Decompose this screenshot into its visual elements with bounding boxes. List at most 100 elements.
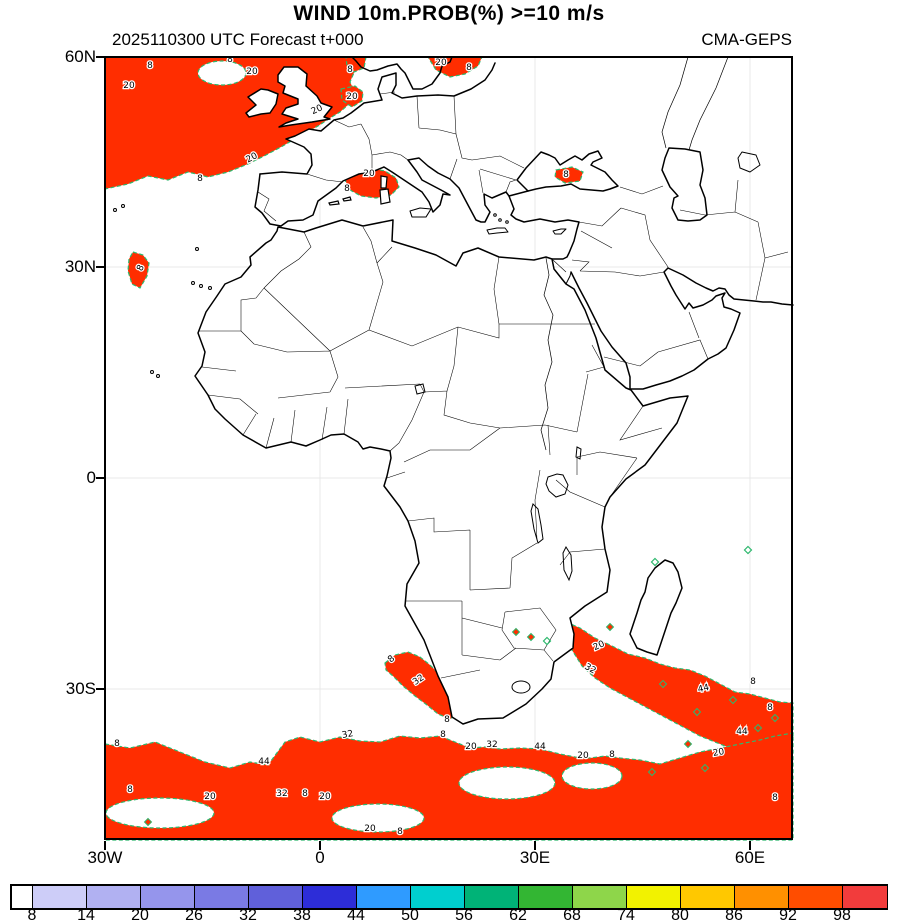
lesotho-border <box>511 680 531 694</box>
contour-label: 8 <box>767 703 773 713</box>
contour-value-labels: 8 20 8 20 20 8 20 8 20 20 8 8 20 8 8 8 32 8 20 32 44 8 8 44 20 8 8… <box>113 56 780 838</box>
colorbar-tick-label: 80 <box>671 907 689 921</box>
colorbar-tick-label: 98 <box>833 907 851 921</box>
europe-mediterranean-coastline <box>254 157 529 227</box>
red-region-morocco-offshore <box>127 251 150 289</box>
contour-label: 8 <box>397 827 403 837</box>
lat-label-60n: 60N <box>64 47 96 66</box>
colorbar-tick-label: 14 <box>77 907 95 921</box>
lon-label-60e: 60E <box>734 848 766 867</box>
aral-sea <box>737 151 761 173</box>
contour-speck <box>526 632 536 642</box>
contour-label: 20 <box>123 81 135 91</box>
lon-label-30w: 30W <box>87 848 123 867</box>
colorbar-cell <box>734 886 789 908</box>
contour-label: 20 <box>363 169 375 179</box>
contour-label: 8 <box>147 61 153 71</box>
axis-tick <box>319 841 321 850</box>
contour-label: 44 <box>258 757 270 767</box>
colorbar-cell <box>842 886 887 908</box>
map-frame <box>104 56 793 840</box>
crete <box>486 227 509 235</box>
contour-label: 44 <box>736 727 748 737</box>
colorbar-cell <box>464 886 519 908</box>
colorbar-cell <box>86 886 141 908</box>
colorbar-cell <box>32 886 87 908</box>
balearic-islands <box>328 196 352 206</box>
probability-hole <box>458 766 556 800</box>
lake-victoria <box>545 473 569 498</box>
colorbar-tick-label: 44 <box>347 907 365 921</box>
colorbar-cell <box>572 886 627 908</box>
europe-borders <box>257 91 525 222</box>
contour-label: 20 <box>435 58 447 68</box>
colorbar-tick-label: 86 <box>725 907 743 921</box>
red-region-denmark <box>340 85 364 108</box>
contour-speck <box>542 636 552 646</box>
contour-label: 8 <box>444 715 450 725</box>
axis-tick <box>96 56 105 58</box>
contour-label: 8 <box>347 65 353 75</box>
ural-river <box>688 56 729 151</box>
land-masks <box>195 57 688 724</box>
colorbar-tick-label: 32 <box>239 907 257 921</box>
lon-label-0: 0 <box>315 848 325 867</box>
contour-label: 20 <box>577 751 589 761</box>
great-britain-coastline <box>277 66 333 128</box>
africa-coastline <box>194 219 689 725</box>
contour-label: 32 <box>341 729 354 741</box>
rivers <box>540 56 729 451</box>
europe-landmass <box>255 70 492 226</box>
sicily <box>409 207 432 218</box>
axis-tick <box>749 841 751 850</box>
contour-label: 8 <box>302 789 308 799</box>
contour-label: 8 <box>772 793 778 803</box>
colorbar-cell <box>140 886 195 908</box>
lakes <box>414 383 582 582</box>
contour-label: 8 <box>440 730 446 740</box>
probability-hole <box>561 762 623 790</box>
contour-speck <box>605 622 615 632</box>
colorbar-cell <box>356 886 411 908</box>
contour-label: 20 <box>364 824 376 834</box>
ireland-landmass <box>246 89 278 117</box>
axis-tick <box>96 688 105 690</box>
colorbar-cell <box>248 886 303 908</box>
colorbar-tick-label: 50 <box>401 907 419 921</box>
red-regions-inland-seas <box>340 56 584 184</box>
small-islands <box>113 204 509 378</box>
contour-label: 44 <box>697 683 711 695</box>
lake-turkana <box>575 446 582 460</box>
colorbar-cell <box>302 886 357 908</box>
contour-label: 8 <box>197 174 203 184</box>
lat-label-0: 0 <box>86 468 96 487</box>
contour-label: 32 <box>276 789 287 799</box>
contour-speck <box>692 707 702 717</box>
contour-label: 20 <box>246 67 258 77</box>
volga-river <box>661 56 689 149</box>
colorbar-tick-label: 92 <box>779 907 797 921</box>
contour-label: 8 <box>227 56 233 65</box>
contour-speck <box>700 763 710 773</box>
probability-hole <box>331 803 425 833</box>
africa-landmass <box>195 220 688 724</box>
lake-malawi <box>562 545 573 582</box>
colorbar-cell <box>410 886 465 908</box>
contour-label: 8 <box>609 750 615 760</box>
contour-label: 44 <box>534 742 546 752</box>
corsica <box>380 175 388 189</box>
colorbar-cell <box>194 886 249 908</box>
middle-east-borders <box>552 179 789 367</box>
contour-speck <box>143 817 153 827</box>
anatolia-levant-coastline <box>508 195 580 260</box>
cyprus <box>552 228 567 235</box>
page-title: WIND 10m.PROB(%) >=10 m/s <box>293 2 605 25</box>
contour-speck <box>647 767 657 777</box>
europe-atlantic-coastline <box>259 62 496 175</box>
contour-speck <box>683 739 693 749</box>
contour-label: 32 <box>486 740 497 750</box>
colorbar-tick-label: 56 <box>455 907 473 921</box>
contour-speck <box>770 713 780 723</box>
great-britain-landmass <box>278 67 332 127</box>
